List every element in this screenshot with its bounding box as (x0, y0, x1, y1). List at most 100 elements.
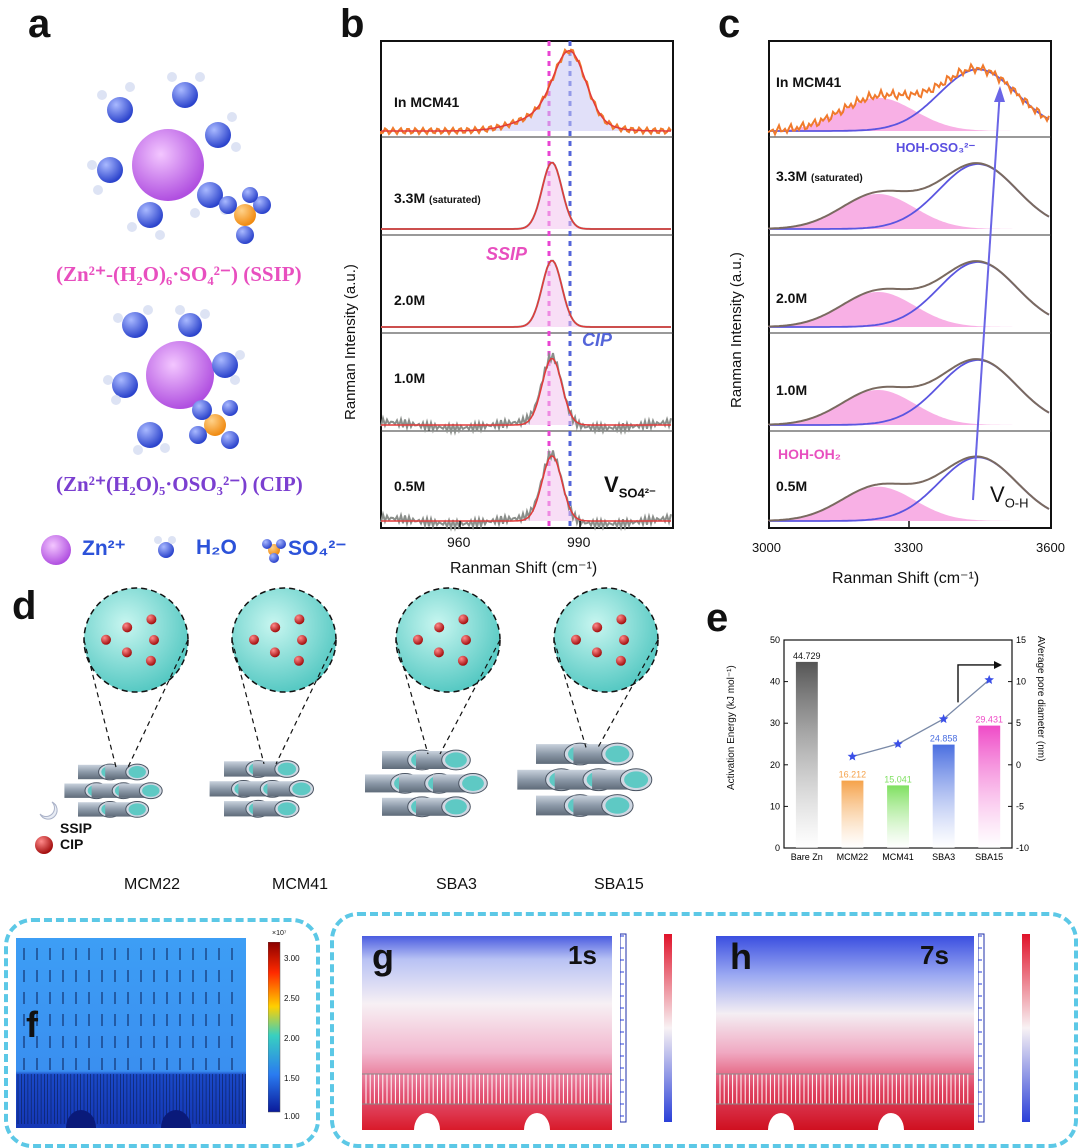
b-row-3-3m: 3.3M (saturated) (394, 190, 481, 206)
d-name-sba15: SBA15 (594, 876, 644, 893)
c-total-3 (768, 358, 1050, 426)
d-cip-ion (616, 614, 627, 625)
c-voh-label: VO-H (990, 482, 1029, 511)
panel-label-b: b (340, 2, 365, 46)
panel-label-f: f (26, 1004, 38, 1045)
d-tube-pore (445, 799, 467, 815)
b-xtick-990: 990 (567, 534, 591, 550)
d-tube-pore (605, 797, 630, 814)
panel-label-h: h (730, 936, 752, 977)
c-xtick-3600: 3600 (1036, 540, 1065, 555)
legend-so4: SO₄²⁻ (288, 537, 347, 560)
e-bar-bare-zn (795, 661, 818, 848)
d-name-mcm41: MCM41 (272, 876, 329, 893)
d-cip-ion (297, 635, 307, 645)
f-cb-tick-3: 1.50 (284, 1074, 300, 1083)
d-tube-pore (277, 762, 297, 776)
d-legend-ssip: SSIP (60, 820, 92, 836)
c-row-in-mcm41: In MCM41 (776, 74, 842, 90)
d-tube-pore (128, 766, 146, 778)
e-pore-diameter-marker (938, 714, 949, 724)
ssip-molecule-illustration (87, 72, 271, 244)
c-row-1-0m: 1.0M (776, 382, 808, 398)
e-bar-value-label: 15.041 (884, 774, 912, 784)
d-cip-ion (146, 614, 157, 625)
e-bar-mcm41 (887, 785, 909, 848)
e-right-tick-label: 15 (1016, 635, 1026, 645)
d-magnified-bubble (395, 587, 501, 693)
b-xtick-960: 960 (447, 534, 471, 550)
d-name-mcm22: MCM22 (124, 876, 181, 893)
e-category-label: SBA3 (932, 852, 955, 862)
f-cb-tick-4: 1.00 (284, 1112, 300, 1121)
f-cb-tick-2: 2.00 (284, 1034, 300, 1043)
d-cip-ion (434, 622, 445, 633)
panel-label-g: g (372, 936, 394, 977)
d-cip-ion (571, 634, 581, 645)
d-pore-group-3 (517, 587, 659, 817)
d-tube-pore (605, 745, 630, 763)
d-tube-pore (445, 752, 467, 768)
panel-label-d: d (12, 584, 37, 628)
b-row-in-mcm41: In MCM41 (394, 94, 460, 110)
c-peak-oh2-3 (769, 390, 1050, 425)
h-time-label: 7s (920, 940, 949, 970)
d-magnified-bubble (553, 587, 659, 693)
g-concentration-map (362, 936, 612, 1130)
d-cip-ion (413, 634, 423, 645)
d-cip-ion (294, 614, 305, 625)
c-peak-oh2-4 (769, 486, 1050, 521)
f-cb-tick-0: 3.00 (284, 954, 300, 963)
c-total-0 (768, 62, 1050, 137)
d-zoom-line (83, 639, 117, 768)
gh-frame (330, 912, 1078, 1148)
b-v-so4-label: VSO4²⁻ (604, 472, 656, 501)
d-name-sba3: SBA3 (436, 876, 477, 893)
c-peak-oso3-0 (769, 68, 1050, 132)
d-tube-pore (624, 771, 649, 788)
d-pore-group-2 (365, 587, 501, 818)
d-cip-ion (592, 622, 603, 633)
c-row-3-3m: 3.3M (saturated) (776, 168, 863, 184)
h-concentration-map (716, 936, 974, 1130)
c-hoh-oso3-label: HOH-OSO₃²⁻ (896, 140, 976, 155)
b-fit-0 (381, 49, 671, 132)
cip-molecule-illustration (103, 305, 245, 455)
panel-label-e: e (706, 596, 729, 640)
d-zoom-line (553, 639, 587, 748)
d-cip-ion (615, 655, 626, 666)
e-right-tick-label: 0 (1016, 760, 1021, 770)
e-left-tick-label: 20 (770, 760, 780, 770)
b-row-1-0m: 1.0M (394, 370, 426, 386)
legend-zn: Zn²⁺ (82, 537, 126, 560)
d-cip-ion (149, 635, 159, 645)
b-raman-stack (380, 40, 674, 532)
e-left-tick-label: 40 (770, 677, 780, 687)
f-field-map (16, 938, 246, 1128)
c-row-0-5m: 0.5M (776, 478, 808, 494)
g-time-label: 1s (568, 940, 597, 970)
e-category-label: MCM41 (882, 852, 914, 862)
e-right-tick-label: 10 (1016, 677, 1026, 687)
c-peak-oh2-1 (769, 194, 1050, 229)
d-zoom-line (439, 639, 501, 755)
e-left-tick-label: 10 (770, 801, 780, 811)
d-zoom-line (231, 639, 265, 765)
d-tube-pore (142, 784, 160, 797)
c-peak-oh2-2 (769, 292, 1050, 327)
e-axis-arrow (957, 664, 998, 703)
e-pore-diameter-marker (893, 739, 903, 748)
g-colorbars (620, 933, 672, 1123)
f-colorbar (268, 942, 281, 1113)
b-fit-3 (381, 357, 671, 426)
d-pore-group-1 (209, 587, 337, 818)
d-cip-ion (461, 635, 471, 645)
legend-h2o: H₂O (196, 536, 237, 559)
panel-label-a: a (28, 2, 51, 46)
d-tube-pore (292, 782, 311, 796)
b-ssip-label: SSIP (486, 244, 528, 264)
c-raman-stack (768, 40, 1052, 529)
d-zoom-line (597, 639, 659, 748)
panel-label-c: c (718, 2, 741, 46)
e-bar-mcm22 (841, 780, 864, 848)
